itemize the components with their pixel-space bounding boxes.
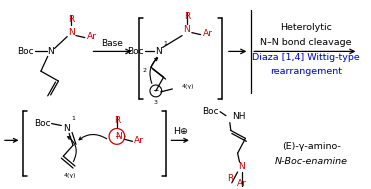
FancyArrowPatch shape bbox=[68, 137, 76, 162]
Text: Ar: Ar bbox=[237, 179, 246, 188]
Text: (E)-γ-amino-: (E)-γ-amino- bbox=[282, 142, 341, 151]
Text: 4(γ): 4(γ) bbox=[182, 84, 195, 89]
Text: N: N bbox=[47, 47, 54, 56]
Text: Ar: Ar bbox=[203, 29, 213, 38]
Text: N: N bbox=[155, 47, 162, 56]
Text: 1: 1 bbox=[164, 41, 167, 46]
FancyArrowPatch shape bbox=[150, 58, 158, 83]
Text: Base: Base bbox=[101, 39, 123, 48]
Text: 3: 3 bbox=[154, 100, 158, 105]
Text: R: R bbox=[184, 12, 190, 21]
Text: N: N bbox=[184, 25, 190, 34]
Text: R: R bbox=[227, 174, 233, 183]
Text: N: N bbox=[68, 28, 75, 37]
Text: Ar: Ar bbox=[134, 136, 144, 145]
Text: −: − bbox=[114, 132, 120, 141]
Text: 2: 2 bbox=[142, 68, 146, 73]
Text: Heterolytic: Heterolytic bbox=[280, 23, 332, 32]
Text: N–N bond cleavage: N–N bond cleavage bbox=[260, 38, 352, 47]
Text: 1: 1 bbox=[71, 116, 75, 121]
Text: 4(γ): 4(γ) bbox=[64, 174, 76, 178]
Text: rearrangement: rearrangement bbox=[270, 67, 342, 76]
Text: N: N bbox=[238, 162, 245, 170]
Text: Ar: Ar bbox=[87, 32, 96, 41]
Text: Boc: Boc bbox=[34, 119, 50, 128]
Text: R: R bbox=[68, 15, 74, 24]
Text: NH: NH bbox=[232, 112, 245, 121]
Text: N: N bbox=[115, 132, 122, 141]
Text: Boc: Boc bbox=[203, 107, 219, 116]
Text: Boc: Boc bbox=[17, 47, 34, 56]
Text: Boc: Boc bbox=[128, 47, 144, 56]
Text: R: R bbox=[114, 116, 120, 125]
Text: N: N bbox=[63, 124, 70, 133]
Text: −: − bbox=[152, 86, 159, 95]
Text: Diaza [1,4] Wittig-type: Diaza [1,4] Wittig-type bbox=[252, 53, 359, 62]
Text: H⊕: H⊕ bbox=[173, 127, 188, 136]
Text: N-Boc-enamine: N-Boc-enamine bbox=[275, 157, 348, 166]
FancyArrowPatch shape bbox=[79, 135, 107, 140]
